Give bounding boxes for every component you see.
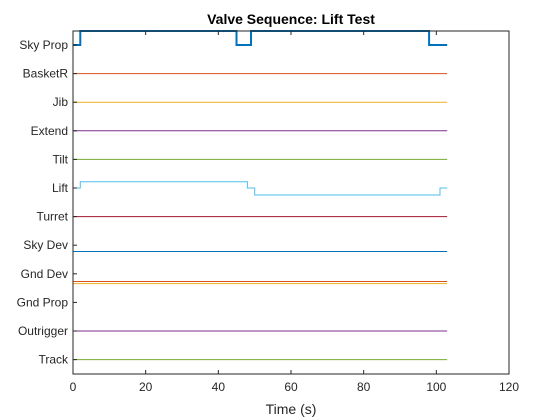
y-tick-label: Lift (52, 181, 69, 195)
y-tick-label: Gnd Prop (17, 295, 69, 309)
y-tick-label: Sky Dev (23, 238, 68, 252)
series-line-lift (73, 181, 448, 196)
x-tick-label: 0 (70, 380, 77, 394)
y-tick-label: BasketR (23, 67, 69, 81)
series-layer (73, 30, 448, 361)
y-tick-label: Extend (31, 124, 68, 138)
y-tick-label: Gnd Dev (21, 267, 68, 281)
y-tick-label: Sky Prop (19, 38, 68, 52)
x-axis-label: Time (s) (266, 401, 317, 417)
y-tick-label: Track (38, 353, 69, 367)
x-tick-label: 60 (284, 380, 298, 394)
y-tick-label: Tilt (52, 152, 68, 166)
y-tick-label: Outrigger (18, 324, 68, 338)
series-line-sky-prop (73, 30, 448, 46)
y-tick-label: Jib (53, 95, 69, 109)
ticks-layer: Sky Prop BasketR Jib Extend Tilt Lift Turret Sk… (17, 31, 519, 394)
x-tick-label: 20 (139, 380, 153, 394)
x-tick-label: 100 (426, 380, 446, 394)
x-tick-label: 120 (499, 380, 519, 394)
y-tick-label: Turret (36, 210, 68, 224)
x-tick-label: 80 (357, 380, 371, 394)
x-tick-label: 40 (212, 380, 226, 394)
chart-title: Valve Sequence: Lift Test (207, 11, 375, 27)
axes-background (73, 31, 509, 374)
